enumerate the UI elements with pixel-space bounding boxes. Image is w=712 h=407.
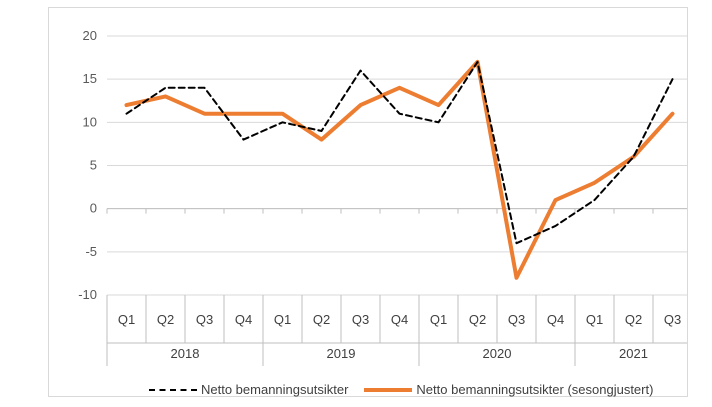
quarter-label: Q4 bbox=[391, 312, 408, 327]
year-label: 2021 bbox=[619, 346, 648, 361]
quarter-label: Q1 bbox=[274, 312, 291, 327]
series-1-point bbox=[321, 139, 322, 141]
series-0-point bbox=[321, 130, 322, 132]
series-1-point bbox=[399, 87, 400, 89]
series-0-point bbox=[126, 113, 127, 115]
quarter-label: Q3 bbox=[196, 312, 213, 327]
series-1-point bbox=[126, 104, 127, 106]
quarter-label: Q2 bbox=[625, 312, 642, 327]
series-0-point bbox=[243, 139, 244, 141]
y-tick-label: -10 bbox=[78, 287, 97, 302]
legend-swatch-solid bbox=[364, 387, 413, 392]
series-0-point bbox=[555, 225, 556, 227]
series-1-point bbox=[360, 104, 361, 106]
series-0-point bbox=[282, 121, 283, 123]
legend-item-series-1: Netto bemanningsutsikter (sesongjustert) bbox=[364, 382, 653, 397]
series-1-point bbox=[282, 113, 283, 115]
chart-frame: -10 -5 0 5 10 15 20 Q1 Q2 Q3 Q4 Q1 Q2 Q3 Q4 Q1 Q2 Q3 Q4 Q1 Q… bbox=[48, 7, 688, 397]
series-0-point bbox=[594, 199, 595, 201]
legend-item-series-0: Netto bemanningsutsikter bbox=[149, 382, 348, 397]
series-1-point bbox=[243, 113, 244, 115]
quarter-label: Q3 bbox=[664, 312, 681, 327]
year-label: 2020 bbox=[483, 346, 512, 361]
legend: Netto bemanningsutsikter Netto bemanning… bbox=[149, 382, 669, 397]
year-label: 2019 bbox=[327, 346, 356, 361]
series-1-point bbox=[594, 182, 595, 184]
series-0-point bbox=[672, 78, 673, 80]
series-1-point bbox=[438, 104, 439, 106]
series-0-point bbox=[399, 113, 400, 115]
legend-swatch-dashed bbox=[149, 388, 197, 391]
series-0-point bbox=[165, 87, 166, 89]
quarter-label: Q1 bbox=[430, 312, 447, 327]
legend-label-series-1: Netto bemanningsutsikter (sesongjustert) bbox=[416, 382, 654, 397]
y-tick-label: 15 bbox=[83, 71, 97, 86]
series-1-point bbox=[204, 113, 205, 115]
quarter-label: Q4 bbox=[235, 312, 252, 327]
legend-label-series-0: Netto bemanningsutsikter bbox=[201, 382, 349, 397]
y-tick-label: 0 bbox=[90, 201, 97, 216]
y-tick-label: 5 bbox=[90, 158, 97, 173]
year-label: 2018 bbox=[171, 346, 200, 361]
y-tick-label: 20 bbox=[83, 28, 97, 43]
series-0-point bbox=[516, 242, 517, 244]
quarter-label: Q4 bbox=[547, 312, 564, 327]
series-0-point bbox=[633, 156, 634, 158]
quarter-label: Q3 bbox=[508, 312, 525, 327]
y-tick-label: -5 bbox=[85, 244, 97, 259]
series-1-point bbox=[165, 95, 166, 97]
series-0-point bbox=[438, 121, 439, 123]
y-tick-label: 10 bbox=[83, 114, 97, 129]
series-0-point bbox=[204, 87, 205, 89]
quarter-label: Q2 bbox=[157, 312, 174, 327]
quarter-label: Q2 bbox=[313, 312, 330, 327]
series-1-point bbox=[516, 277, 517, 279]
quarter-label: Q1 bbox=[586, 312, 603, 327]
quarter-label: Q3 bbox=[352, 312, 369, 327]
series-0-point bbox=[477, 61, 478, 63]
quarter-label: Q2 bbox=[469, 312, 486, 327]
series-0-point bbox=[360, 70, 361, 72]
series-1-point bbox=[555, 199, 556, 201]
line-chart: -10 -5 0 5 10 15 20 Q1 Q2 Q3 Q4 Q1 Q2 Q3 Q4 Q1 Q2 Q3 Q4 Q1 Q… bbox=[78, 28, 687, 366]
quarter-label: Q1 bbox=[118, 312, 135, 327]
series-1-point bbox=[672, 113, 673, 115]
